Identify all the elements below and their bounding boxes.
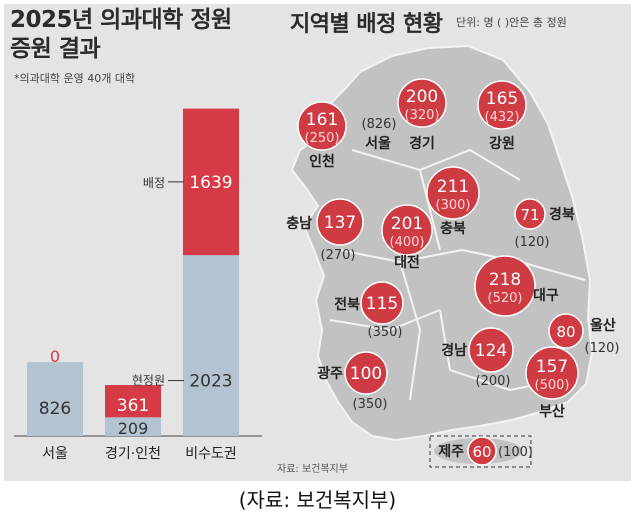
region-12-name: 경남	[441, 342, 467, 359]
region-5-name: 충남	[286, 215, 312, 232]
region-10-added: 218	[489, 270, 521, 290]
bar-current-3	[183, 255, 239, 436]
region-3-total: (320)	[405, 108, 440, 123]
source-small: 자료: 보건복지부	[277, 464, 348, 475]
region-7-total: (300)	[436, 198, 471, 213]
region-3-bubble	[397, 78, 447, 128]
annotation-current: 현정원	[132, 374, 165, 388]
region-15-total: (100)	[498, 445, 533, 460]
region-1-added: 161	[306, 110, 338, 130]
region-3-name: 경기	[409, 135, 435, 152]
region-4-name: 강원	[489, 135, 515, 152]
region-6-name: 대전	[394, 254, 420, 271]
region-14-bubble	[525, 346, 579, 400]
province-border-3	[329, 309, 441, 332]
region-15-added: 60	[472, 443, 491, 461]
region-8-total: (120)	[515, 235, 550, 250]
region-1-total: (250)	[305, 131, 340, 146]
left-note: *의과대학 운영 40개 대학	[14, 72, 136, 85]
province-border-6	[399, 261, 422, 401]
region-6-bubble	[381, 204, 433, 256]
region-12-bubble	[468, 327, 514, 373]
region-14-total: (500)	[535, 378, 570, 393]
region-2-name: 서울	[365, 135, 391, 152]
region-13-total: (350)	[353, 397, 388, 412]
right-title: 지역별 배정 현황	[290, 12, 443, 37]
region-13-name: 광주	[317, 365, 343, 382]
region-6-total: (400)	[390, 235, 425, 250]
jeju-inset-frame	[429, 435, 532, 468]
region-9-total: (350)	[368, 325, 403, 340]
category-label-1: 서울	[42, 446, 68, 462]
category-label-3: 비수도권	[185, 446, 237, 462]
annotation-added: 배정	[143, 176, 165, 190]
region-9-name: 전북	[334, 296, 360, 313]
region-15-name: 제주	[438, 444, 464, 460]
region-4-bubble	[477, 80, 527, 130]
region-14-name: 부산	[539, 403, 565, 420]
region-3-added: 200	[406, 87, 438, 107]
region-11-bubble	[548, 313, 584, 349]
bar-current-1	[27, 362, 83, 436]
region-9-added: 115	[366, 294, 398, 314]
region-11-total: (120)	[585, 341, 620, 356]
bar-added-3	[183, 108, 239, 256]
unit-note: 단위: 명 ( )안은 총 정원	[456, 16, 567, 29]
region-2-total: (826)	[362, 117, 397, 132]
region-8-name: 경북	[549, 206, 575, 223]
region-13-bubble	[344, 351, 388, 395]
region-4-added: 165	[486, 89, 518, 109]
region-6-added: 201	[391, 214, 423, 234]
region-8-bubble	[514, 198, 546, 230]
region-12-total: (200)	[476, 374, 511, 389]
region-7-name: 충북	[440, 221, 466, 237]
region-11-added: 80	[556, 323, 575, 341]
region-5-total: (270)	[321, 248, 356, 263]
region-5-bubble	[316, 198, 364, 246]
region-15-bubble	[467, 436, 497, 466]
province-border-5	[419, 169, 441, 251]
region-11-name: 울산	[590, 317, 616, 334]
value-current-3: 2023	[189, 372, 232, 392]
region-1-bubble	[297, 101, 347, 151]
category-label-2: 경기·인천	[105, 446, 161, 462]
region-4-total: (432)	[485, 110, 520, 125]
region-12-added: 124	[475, 341, 507, 361]
bar-added-2	[105, 385, 161, 418]
region-14-added: 157	[536, 357, 568, 377]
value-added-1: 0	[50, 347, 60, 366]
value-added-3: 1639	[189, 173, 232, 193]
bar-current-2	[105, 417, 161, 436]
region-9-bubble	[360, 281, 404, 325]
region-10-total: (520)	[488, 291, 523, 306]
left-title: 2025년 의과대학 정원 증원 결과	[10, 6, 232, 64]
region-8-added: 71	[520, 206, 539, 224]
korea-mainland-shape	[290, 44, 594, 442]
region-7-bubble	[426, 166, 480, 220]
province-border-2	[339, 248, 586, 281]
region-7-added: 211	[437, 177, 469, 197]
region-13-added: 100	[350, 364, 382, 384]
caption: (자료: 보건복지부)	[238, 488, 397, 512]
province-border-1	[351, 148, 521, 181]
left-title-line2: 증원 결과	[10, 36, 101, 62]
region-10-bubble	[474, 255, 536, 317]
region-1-name: 인천	[309, 153, 335, 170]
value-added-2: 361	[117, 396, 149, 416]
value-current-1: 826	[39, 399, 71, 419]
value-current-2: 209	[118, 419, 149, 438]
region-5-added: 137	[324, 213, 356, 233]
region-10-name: 대구	[533, 288, 559, 304]
bubble-map-chart: 161(250) 인천 (826) 서울 200(320) 경기 165(432) 강원 137…	[286, 44, 620, 468]
left-title-line1: 2025년 의과대학 정원	[10, 7, 232, 33]
